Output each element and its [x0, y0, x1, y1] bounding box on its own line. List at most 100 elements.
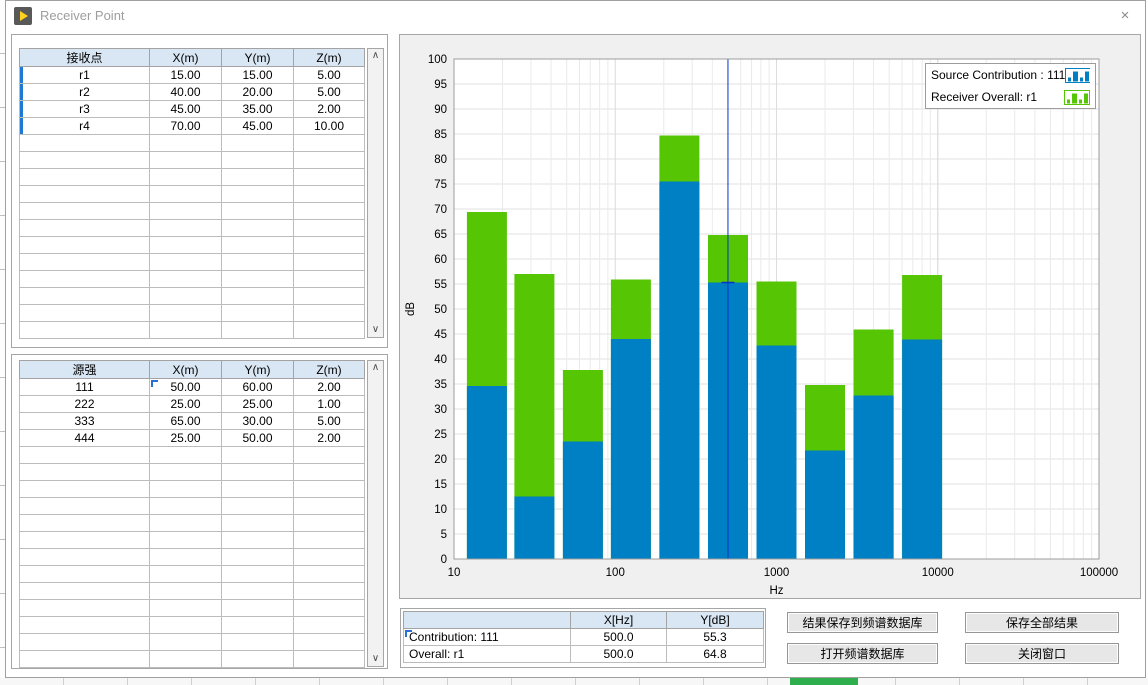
title-bar: Receiver Point × [6, 1, 1145, 31]
receiver-table-row: r4 70.00 45.00 10.00 [19, 117, 365, 135]
receiver-table-cell [19, 236, 150, 254]
source-table-row: 111 50.00 60.00 2.00 [19, 378, 365, 396]
svg-text:95: 95 [434, 79, 447, 91]
source-table-scrollbar[interactable]: ∧ ∨ [367, 360, 384, 667]
source-table-cell [293, 582, 365, 600]
source-table-cell[interactable]: 50.00 [221, 429, 294, 447]
readout-table-cell[interactable]: 64.8 [666, 645, 764, 663]
source-table-cell[interactable]: 2.00 [293, 429, 365, 447]
source-table-cell [149, 650, 222, 668]
svg-text:100: 100 [428, 54, 447, 66]
source-table-cell[interactable]: 2.00 [293, 378, 365, 396]
source-table-cell [221, 582, 294, 600]
receiver-table-cell[interactable]: 45.00 [149, 100, 222, 118]
receiver-table-cell[interactable]: r1 [19, 66, 150, 84]
background-window-bottom-sliver [0, 678, 1148, 685]
receiver-table-cell [293, 321, 365, 339]
receiver-table-header-cell: 接收点 [19, 48, 150, 67]
source-table-cell [149, 514, 222, 532]
source-table-empty-row [19, 463, 365, 481]
receiver-table-header-row: 接收点 X(m) Y(m) Z(m) [19, 48, 365, 67]
receiver-table-cell[interactable]: 5.00 [293, 66, 365, 84]
receiver-table-cell [149, 321, 222, 339]
receiver-table-cell[interactable]: 20.00 [221, 83, 294, 101]
close-icon[interactable]: × [1120, 7, 1130, 24]
receiver-table-cell[interactable]: 15.00 [221, 66, 294, 84]
source-table-cell [149, 463, 222, 481]
close-window-button[interactable]: 关闭窗口 [965, 643, 1119, 664]
readout-table-cell[interactable]: 55.3 [666, 628, 764, 646]
receiver-table-cell[interactable]: 15.00 [149, 66, 222, 84]
receiver-table-cell[interactable]: 35.00 [221, 100, 294, 118]
svg-text:5: 5 [441, 529, 447, 541]
readout-table-cell[interactable]: 500.0 [570, 645, 667, 663]
source-table-cell [19, 582, 150, 600]
source-table-cell [293, 497, 365, 515]
receiver-table-header-cell: Z(m) [293, 48, 365, 67]
source-table-cell[interactable]: 222 [19, 395, 150, 413]
source-table-cell[interactable]: 1.00 [293, 395, 365, 413]
receiver-table-cell[interactable]: 70.00 [149, 117, 222, 135]
open-spectrum-db-button[interactable]: 打开频谱数据库 [787, 643, 938, 664]
scroll-down-icon[interactable]: ∨ [371, 324, 380, 335]
source-table-cell [293, 650, 365, 668]
source-table-cell[interactable]: 5.00 [293, 412, 365, 430]
receiver-table-empty-row [19, 253, 365, 271]
source-table-cell[interactable]: 25.00 [149, 429, 222, 447]
source-table-cell[interactable]: 25.00 [149, 395, 222, 413]
source-table-cell[interactable]: 444 [19, 429, 150, 447]
svg-text:10: 10 [434, 504, 447, 516]
receiver-table-empty-row [19, 304, 365, 322]
readout-table-cell[interactable]: Contribution: 111 [403, 628, 571, 646]
source-table-cell [221, 531, 294, 549]
window-title: Receiver Point [40, 8, 125, 23]
frequency-spectrum-chart[interactable]: 0 5 10 15 20 25 30 35 40 45 50 55 60 65 70 75 80 85 90 95 10… [400, 35, 1140, 598]
readout-table-header-cell: X[Hz] [570, 611, 667, 629]
receiver-table-cell [149, 219, 222, 237]
readout-table-cell[interactable]: Overall: r1 [403, 645, 571, 663]
source-table-cell[interactable]: 50.00 [149, 378, 222, 396]
save-all-results-button[interactable]: 保存全部结果 [965, 612, 1119, 633]
readout-table-row: Overall: r1 500.0 64.8 [403, 645, 764, 663]
receiver-table-cell [293, 236, 365, 254]
receiver-table-cell[interactable]: 45.00 [221, 117, 294, 135]
source-table-cell[interactable]: 30.00 [221, 412, 294, 430]
source-table-cell[interactable]: 111 [19, 378, 150, 396]
source-table-cell [19, 531, 150, 549]
source-table-cell[interactable]: 333 [19, 412, 150, 430]
receiver-table-empty-row [19, 202, 365, 220]
source-table-cell[interactable]: 65.00 [149, 412, 222, 430]
source-table-cell [149, 480, 222, 498]
receiver-table-empty-row [19, 270, 365, 288]
receiver-table-cell[interactable]: r4 [19, 117, 150, 135]
receiver-table-cell [19, 151, 150, 169]
receiver-table-cell [221, 168, 294, 186]
receiver-table-cell [149, 287, 222, 305]
source-table-empty-row [19, 650, 365, 668]
source-table-cell[interactable]: 25.00 [221, 395, 294, 413]
scroll-up-icon[interactable]: ∧ [371, 50, 380, 61]
receiver-table-cell[interactable]: 40.00 [149, 83, 222, 101]
receiver-table-cell[interactable]: r2 [19, 83, 150, 101]
scroll-up-icon[interactable]: ∧ [371, 362, 380, 373]
readout-table-cell[interactable]: 500.0 [570, 628, 667, 646]
receiver-table-empty-row [19, 134, 365, 152]
scroll-down-icon[interactable]: ∨ [371, 653, 380, 664]
receiver-table-scrollbar[interactable]: ∧ ∨ [367, 48, 384, 338]
spectrum-chart-panel: 0 5 10 15 20 25 30 35 40 45 50 55 60 65 70 75 80 85 90 95 10… [399, 34, 1141, 599]
receiver-table-cell [149, 185, 222, 203]
source-table-cell [221, 650, 294, 668]
receiver-table-cell[interactable]: 2.00 [293, 100, 365, 118]
receiver-table-row: r2 40.00 20.00 5.00 [19, 83, 365, 101]
receiver-table-cell[interactable]: 5.00 [293, 83, 365, 101]
receiver-table-cell[interactable]: 10.00 [293, 117, 365, 135]
receiver-table-cell [149, 134, 222, 152]
receiver-table-cell [221, 202, 294, 220]
legend-label: Receiver Overall: r1 [931, 90, 1038, 104]
source-table-cell[interactable]: 60.00 [221, 378, 294, 396]
receiver-table-cell [221, 219, 294, 237]
svg-text:0: 0 [441, 554, 447, 566]
receiver-table-cell [293, 253, 365, 271]
save-results-to-spectrum-db-button[interactable]: 结果保存到频谱数据库 [787, 612, 938, 633]
receiver-table-cell[interactable]: r3 [19, 100, 150, 118]
